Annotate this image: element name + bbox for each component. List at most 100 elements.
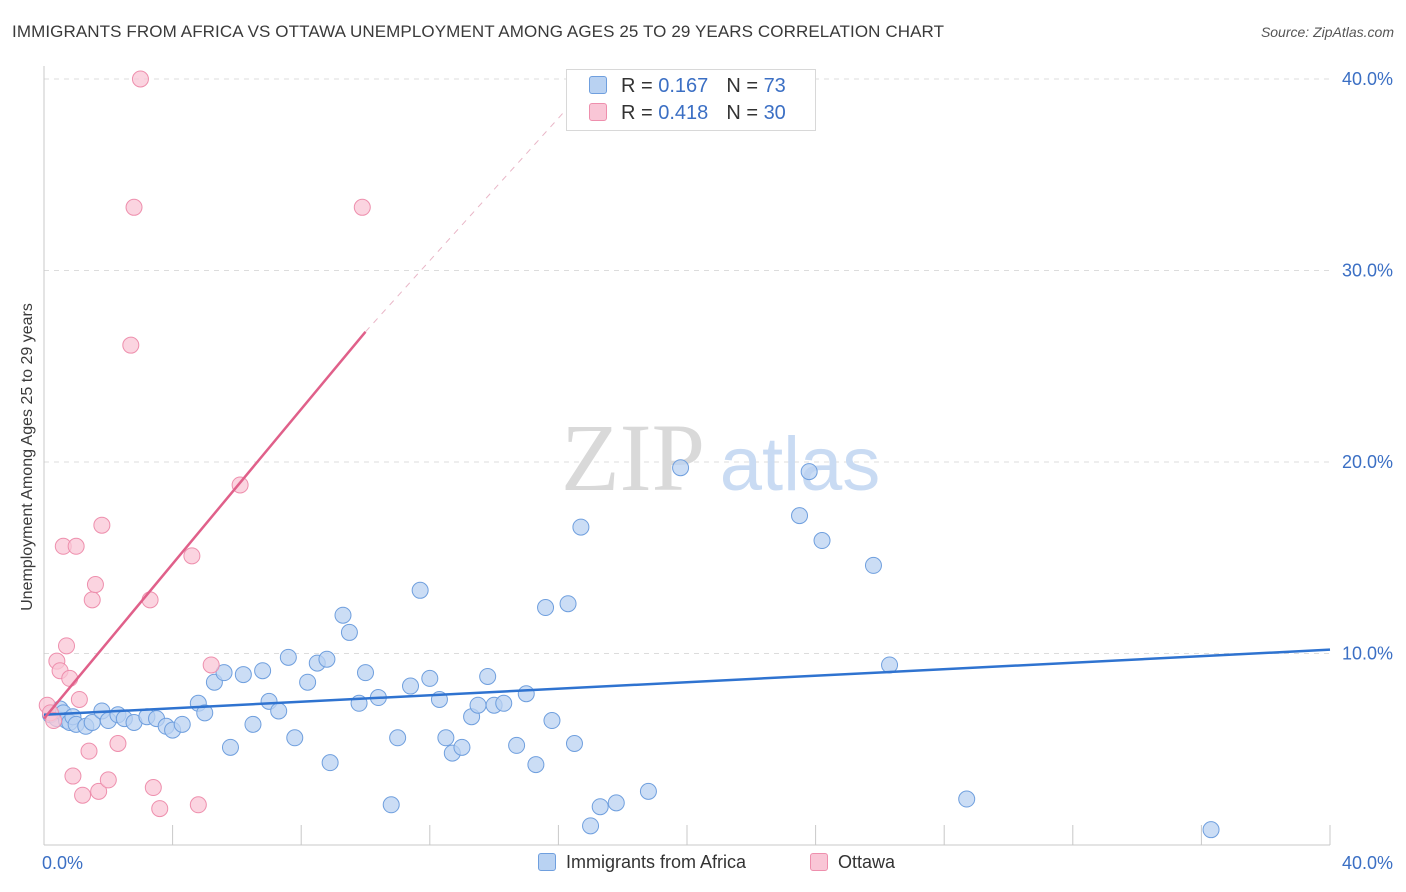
data-point-ottawa xyxy=(125,198,143,216)
gridlines xyxy=(44,78,1330,654)
watermark-zip: ZIP xyxy=(561,404,705,511)
legend-swatch-ottawa xyxy=(589,103,607,121)
data-point-immigrants xyxy=(469,696,487,714)
chart-title: IMMIGRANTS FROM AFRICA VS OTTAWA UNEMPLO… xyxy=(12,22,945,41)
data-point-immigrants xyxy=(411,581,429,599)
data-point-ottawa xyxy=(99,771,117,789)
data-point-immigrants xyxy=(607,794,625,812)
data-point-immigrants xyxy=(299,673,317,691)
y-tick-label: 30.0% xyxy=(1342,261,1393,281)
series-immigrants-points xyxy=(41,459,1220,839)
bottom-legend-ottawa: Ottawa xyxy=(810,852,895,873)
x-tick-label: 0.0% xyxy=(42,853,83,873)
y-tick-label: 20.0% xyxy=(1342,452,1393,472)
bottom-legend-label-ottawa: Ottawa xyxy=(838,852,896,872)
legend-r-value: 0.167 xyxy=(658,75,709,97)
data-point-immigrants xyxy=(800,463,818,481)
data-point-ottawa xyxy=(109,735,127,753)
trend-line-immigrants xyxy=(43,648,1331,717)
legend-n-value: 30 xyxy=(763,102,786,124)
data-point-ottawa xyxy=(93,516,111,534)
series-ottawa-points xyxy=(38,70,371,818)
trend-extension-ottawa xyxy=(365,78,595,333)
bottom-legend-label-immigrants: Immigrants from Africa xyxy=(566,852,747,872)
data-point-immigrants xyxy=(1202,821,1220,839)
data-point-immigrants xyxy=(196,704,214,722)
data-point-immigrants xyxy=(286,729,304,747)
data-point-immigrants xyxy=(864,556,882,574)
source-credit: Source: ZipAtlas.com xyxy=(1260,24,1394,40)
data-point-ottawa xyxy=(189,796,207,814)
legend-n-label: N = xyxy=(726,75,758,97)
data-point-immigrants xyxy=(543,712,561,730)
data-point-immigrants xyxy=(270,702,288,720)
data-point-ottawa xyxy=(67,537,85,555)
data-point-ottawa xyxy=(70,690,88,708)
data-point-immigrants xyxy=(479,667,497,685)
data-point-immigrants xyxy=(318,650,336,668)
data-point-ottawa xyxy=(144,779,162,797)
legend-swatch-immigrants xyxy=(589,76,607,94)
data-point-immigrants xyxy=(517,685,535,703)
data-point-immigrants xyxy=(221,738,239,756)
data-point-immigrants xyxy=(215,664,233,682)
data-point-immigrants xyxy=(244,715,262,733)
bottom-legend-swatch-immigrants xyxy=(538,853,556,871)
data-point-ottawa xyxy=(45,712,63,730)
data-point-immigrants xyxy=(173,715,191,733)
legend-r-label: R = xyxy=(621,102,653,124)
data-point-immigrants xyxy=(572,518,590,536)
legend-row-immigrants: R = 0.167 N = 73 xyxy=(589,75,786,98)
data-point-ottawa xyxy=(86,576,104,594)
data-point-ottawa xyxy=(141,591,159,609)
legend-r-label: R = xyxy=(621,75,653,97)
data-point-ottawa xyxy=(90,782,108,800)
data-point-immigrants xyxy=(508,736,526,754)
data-point-immigrants xyxy=(279,648,297,666)
data-point-ottawa xyxy=(183,547,201,565)
data-point-ottawa xyxy=(151,800,169,818)
data-point-ottawa xyxy=(131,70,149,88)
data-point-ottawa xyxy=(122,336,140,354)
data-point-immigrants xyxy=(495,694,513,712)
legend-n-label: N = xyxy=(726,102,758,124)
data-point-immigrants xyxy=(537,599,555,617)
data-point-immigrants xyxy=(791,507,809,525)
data-point-immigrants xyxy=(565,735,583,753)
legend-n-value: 73 xyxy=(763,75,786,97)
data-point-immigrants xyxy=(402,677,420,695)
data-point-ottawa xyxy=(74,786,92,804)
data-point-immigrants xyxy=(437,729,455,747)
y-tick-label: 10.0% xyxy=(1342,644,1393,664)
legend-r-value: 0.418 xyxy=(658,102,709,124)
data-point-ottawa xyxy=(64,767,82,785)
trend-lines xyxy=(43,78,1331,720)
trend-line-ottawa xyxy=(43,330,367,720)
tick-labels: 10.0% 20.0% 30.0% 40.0% 0.0% 40.0% xyxy=(42,69,1393,873)
bottom-legend-swatch-ottawa xyxy=(810,853,828,871)
data-point-ottawa xyxy=(80,742,98,760)
data-point-immigrants xyxy=(582,817,600,835)
bottom-legend-immigrants: Immigrants from Africa xyxy=(538,852,746,873)
data-point-ottawa xyxy=(61,669,79,687)
data-point-immigrants xyxy=(340,623,358,641)
data-point-immigrants xyxy=(639,782,657,800)
data-point-immigrants xyxy=(321,754,339,772)
data-point-immigrants xyxy=(591,798,609,816)
data-point-immigrants xyxy=(672,459,690,477)
data-point-immigrants xyxy=(234,666,252,684)
data-point-immigrants xyxy=(813,532,831,550)
data-point-immigrants xyxy=(357,664,374,682)
x-tick-label: 40.0% xyxy=(1342,853,1393,873)
data-point-immigrants xyxy=(334,606,352,624)
data-point-immigrants xyxy=(527,756,545,774)
data-point-ottawa xyxy=(83,591,101,609)
data-point-immigrants xyxy=(382,796,400,814)
data-point-immigrants xyxy=(958,790,976,808)
data-point-immigrants xyxy=(254,662,272,680)
y-tick-label: 40.0% xyxy=(1342,69,1393,89)
data-point-immigrants xyxy=(453,738,471,756)
data-point-immigrants xyxy=(389,729,407,747)
correlation-legend: R = 0.167 N = 73 R = 0.418 N = 30 xyxy=(566,69,816,131)
